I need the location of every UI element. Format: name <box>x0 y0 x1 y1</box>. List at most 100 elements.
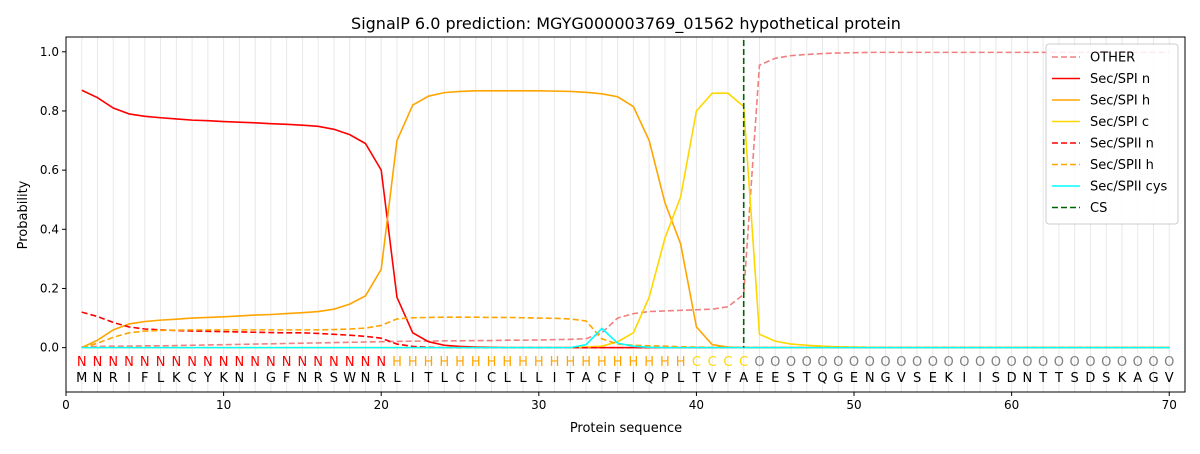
residue-label: K <box>944 371 953 386</box>
region-label: N <box>203 355 213 370</box>
residue-label: K <box>172 371 181 386</box>
region-label: O <box>833 355 843 370</box>
residue-label: S <box>1071 371 1079 386</box>
region-label: N <box>329 355 339 370</box>
residue-label: I <box>978 371 982 386</box>
x-axis-label: Protein sequence <box>570 421 682 436</box>
residue-label: I <box>253 371 257 386</box>
residue-label: C <box>487 371 496 386</box>
residue-label: Q <box>644 371 654 386</box>
plot-frame <box>65 36 1186 393</box>
residue-label: F <box>614 371 621 386</box>
residue-label: F <box>141 371 148 386</box>
region-label: H <box>471 355 481 370</box>
region-label: N <box>219 355 229 370</box>
region-label: N <box>108 355 118 370</box>
legend-label: Sec/SPI n <box>1090 72 1150 87</box>
region-label: O <box>1117 355 1127 370</box>
region-label: H <box>597 355 607 370</box>
legend-label: Sec/SPI c <box>1090 115 1149 130</box>
residue-label: K <box>219 371 228 386</box>
residue-label: I <box>553 371 557 386</box>
residue-label: W <box>343 371 356 386</box>
region-label: N <box>376 355 386 370</box>
region-label: N <box>140 355 150 370</box>
residue-label: T <box>424 371 433 386</box>
residue-label: E <box>771 371 779 386</box>
legend-label: Sec/SPII cys <box>1090 180 1168 195</box>
region-label: N <box>93 355 103 370</box>
region-label: H <box>424 355 434 370</box>
region-label: O <box>1038 355 1048 370</box>
region-label: O <box>928 355 938 370</box>
y-tick-label: 0.0 <box>40 341 59 355</box>
residue-label: L <box>519 371 527 386</box>
region-label: O <box>849 355 859 370</box>
region-label: H <box>660 355 670 370</box>
y-tick-label: 0.2 <box>40 281 59 295</box>
residue-label: N <box>1023 371 1033 386</box>
residue-label: C <box>597 371 606 386</box>
region-label: O <box>1164 355 1174 370</box>
region-label: C <box>739 355 748 370</box>
residue-label: A <box>582 371 591 386</box>
series-line-other <box>81 51 1170 348</box>
region-label: H <box>581 355 591 370</box>
region-label: O <box>786 355 796 370</box>
x-tick-label: 0 <box>62 398 70 412</box>
residue-label: G <box>881 371 891 386</box>
residue-label: T <box>1038 371 1047 386</box>
y-tick-label: 1.0 <box>40 45 59 59</box>
residue-label: E <box>755 371 763 386</box>
x-tick-label: 50 <box>846 398 861 412</box>
region-label: O <box>865 355 875 370</box>
region-label: O <box>817 355 827 370</box>
region-label: O <box>1133 355 1143 370</box>
x-tick-label: 20 <box>374 398 389 412</box>
residue-label: I <box>411 371 415 386</box>
region-label: N <box>345 355 355 370</box>
residue-label: Y <box>203 371 212 386</box>
region-label: H <box>408 355 418 370</box>
residue-label: N <box>361 371 371 386</box>
residue-label: P <box>661 371 669 386</box>
residue-label: N <box>234 371 244 386</box>
region-label: H <box>439 355 449 370</box>
y-tick-label: 0.4 <box>40 222 59 236</box>
region-label: N <box>313 355 323 370</box>
x-tick-label: 70 <box>1162 398 1177 412</box>
legend-box <box>1045 43 1179 225</box>
residue-label: L <box>535 371 543 386</box>
residue-label: R <box>109 371 118 386</box>
region-label: N <box>250 355 260 370</box>
region-label: H <box>676 355 686 370</box>
region-label: O <box>1070 355 1080 370</box>
residue-label: V <box>897 371 906 386</box>
legend-label: Sec/SPII n <box>1090 137 1154 152</box>
region-label: N <box>282 355 292 370</box>
region-label: O <box>912 355 922 370</box>
residue-label: L <box>157 371 165 386</box>
residue-label: I <box>962 371 966 386</box>
legend-label: Sec/SPII h <box>1090 158 1154 173</box>
region-label: O <box>1101 355 1111 370</box>
residue-label: E <box>929 371 937 386</box>
region-label: O <box>975 355 985 370</box>
residue-label: Q <box>817 371 827 386</box>
region-label: O <box>896 355 906 370</box>
region-label: N <box>298 355 308 370</box>
region-label: N <box>266 355 276 370</box>
series-line-sec-spii-cys <box>81 327 1170 349</box>
region-label: H <box>518 355 528 370</box>
residue-label: N <box>93 371 103 386</box>
residue-label: D <box>1085 371 1095 386</box>
series-line-sec-spi-n <box>81 89 1170 349</box>
residue-label: S <box>330 371 338 386</box>
residue-label: S <box>1102 371 1110 386</box>
residue-label: M <box>76 371 87 386</box>
residue-label: L <box>504 371 512 386</box>
x-tick-label: 40 <box>689 398 704 412</box>
residue-label: S <box>913 371 921 386</box>
